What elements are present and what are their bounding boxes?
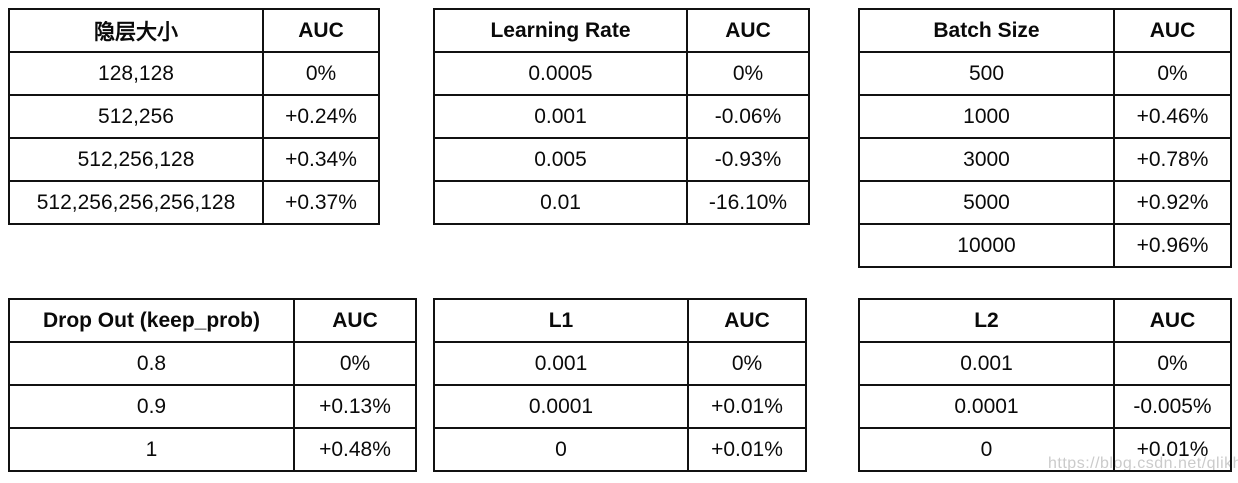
auc-value-cell: +0.92% xyxy=(1113,180,1232,225)
table-row: 512,256,256,256,128 +0.37% xyxy=(8,180,380,225)
table-hidden-layer-size: 隐层大小 AUC 128,128 0% 512,256 +0.24% 512,2… xyxy=(8,8,380,225)
auc-value-cell: 0% xyxy=(1113,341,1232,386)
table-row: 10000 +0.96% xyxy=(858,223,1232,268)
table-header-row: L2 AUC xyxy=(858,298,1232,343)
param-value-cell: 0.001 xyxy=(433,341,689,386)
column-header-auc: AUC xyxy=(1113,8,1232,53)
param-value-cell: 0.0001 xyxy=(433,384,689,429)
table-row: 3000 +0.78% xyxy=(858,137,1232,182)
table-row: 0.0001 -0.005% xyxy=(858,384,1232,429)
table-row: 0.8 0% xyxy=(8,341,417,386)
param-value-cell: 0 xyxy=(433,427,689,472)
table-l1: L1 AUC 0.001 0% 0.0001 +0.01% 0 +0.01% xyxy=(433,298,807,472)
auc-value-cell: +0.46% xyxy=(1113,94,1232,139)
param-value-cell: 0.001 xyxy=(433,94,688,139)
table-row: 1000 +0.46% xyxy=(858,94,1232,139)
param-value-cell: 0.005 xyxy=(433,137,688,182)
param-value-cell: 0.001 xyxy=(858,341,1115,386)
auc-value-cell: +0.34% xyxy=(262,137,380,182)
table-row: 512,256,128 +0.34% xyxy=(8,137,380,182)
table-row: 0.0005 0% xyxy=(433,51,810,96)
column-header-auc: AUC xyxy=(293,298,417,343)
param-value-cell: 3000 xyxy=(858,137,1115,182)
auc-value-cell: +0.37% xyxy=(262,180,380,225)
table-header-row: L1 AUC xyxy=(433,298,807,343)
column-header-auc: AUC xyxy=(1113,298,1232,343)
param-value-cell: 0.01 xyxy=(433,180,688,225)
auc-value-cell: +0.48% xyxy=(293,427,417,472)
column-header-drop-out: Drop Out (keep_prob) xyxy=(8,298,295,343)
param-value-cell: 128,128 xyxy=(8,51,264,96)
table-row: 0.9 +0.13% xyxy=(8,384,417,429)
param-value-cell: 0 xyxy=(858,427,1115,472)
table-row: 500 0% xyxy=(858,51,1232,96)
auc-value-cell: -0.93% xyxy=(686,137,810,182)
auc-value-cell: +0.01% xyxy=(1113,427,1232,472)
column-header-learning-rate: Learning Rate xyxy=(433,8,688,53)
table-row: 1 +0.48% xyxy=(8,427,417,472)
auc-value-cell: -0.005% xyxy=(1113,384,1232,429)
table-row: 0.001 0% xyxy=(433,341,807,386)
auc-value-cell: +0.01% xyxy=(687,384,807,429)
table-row: 5000 +0.92% xyxy=(858,180,1232,225)
table-drop-out: Drop Out (keep_prob) AUC 0.8 0% 0.9 +0.1… xyxy=(8,298,417,472)
auc-value-cell: +0.01% xyxy=(687,427,807,472)
table-row: 512,256 +0.24% xyxy=(8,94,380,139)
auc-value-cell: 0% xyxy=(262,51,380,96)
table-row: 0.0001 +0.01% xyxy=(433,384,807,429)
auc-value-cell: 0% xyxy=(1113,51,1232,96)
param-value-cell: 5000 xyxy=(858,180,1115,225)
auc-value-cell: +0.13% xyxy=(293,384,417,429)
param-value-cell: 0.0005 xyxy=(433,51,688,96)
column-header-auc: AUC xyxy=(687,298,807,343)
auc-value-cell: +0.24% xyxy=(262,94,380,139)
param-value-cell: 512,256,128 xyxy=(8,137,264,182)
param-value-cell: 1 xyxy=(8,427,295,472)
param-value-cell: 512,256,256,256,128 xyxy=(8,180,264,225)
param-value-cell: 0.8 xyxy=(8,341,295,386)
table-learning-rate: Learning Rate AUC 0.0005 0% 0.001 -0.06%… xyxy=(433,8,810,225)
column-header-auc: AUC xyxy=(686,8,810,53)
param-value-cell: 0.9 xyxy=(8,384,295,429)
auc-value-cell: 0% xyxy=(686,51,810,96)
table-row: 128,128 0% xyxy=(8,51,380,96)
table-header-row: Learning Rate AUC xyxy=(433,8,810,53)
column-header-l2: L2 xyxy=(858,298,1115,343)
table-header-row: Batch Size AUC xyxy=(858,8,1232,53)
column-header-auc: AUC xyxy=(262,8,380,53)
column-header-hidden-layer-size: 隐层大小 xyxy=(8,8,264,53)
auc-value-cell: -16.10% xyxy=(686,180,810,225)
param-value-cell: 512,256 xyxy=(8,94,264,139)
auc-value-cell: 0% xyxy=(293,341,417,386)
table-row: 0 +0.01% xyxy=(433,427,807,472)
table-batch-size: Batch Size AUC 500 0% 1000 +0.46% 3000 +… xyxy=(858,8,1232,268)
param-value-cell: 10000 xyxy=(858,223,1115,268)
table-row: 0.001 -0.06% xyxy=(433,94,810,139)
param-value-cell: 1000 xyxy=(858,94,1115,139)
column-header-batch-size: Batch Size xyxy=(858,8,1115,53)
auc-value-cell: +0.96% xyxy=(1113,223,1232,268)
auc-value-cell: -0.06% xyxy=(686,94,810,139)
table-row: 0.005 -0.93% xyxy=(433,137,810,182)
table-l2: L2 AUC 0.001 0% 0.0001 -0.005% 0 +0.01% xyxy=(858,298,1232,472)
table-row: 0.01 -16.10% xyxy=(433,180,810,225)
column-header-l1: L1 xyxy=(433,298,689,343)
table-header-row: Drop Out (keep_prob) AUC xyxy=(8,298,417,343)
table-header-row: 隐层大小 AUC xyxy=(8,8,380,53)
auc-value-cell: +0.78% xyxy=(1113,137,1232,182)
auc-value-cell: 0% xyxy=(687,341,807,386)
param-value-cell: 500 xyxy=(858,51,1115,96)
table-row: 0.001 0% xyxy=(858,341,1232,386)
table-row: 0 +0.01% xyxy=(858,427,1232,472)
param-value-cell: 0.0001 xyxy=(858,384,1115,429)
